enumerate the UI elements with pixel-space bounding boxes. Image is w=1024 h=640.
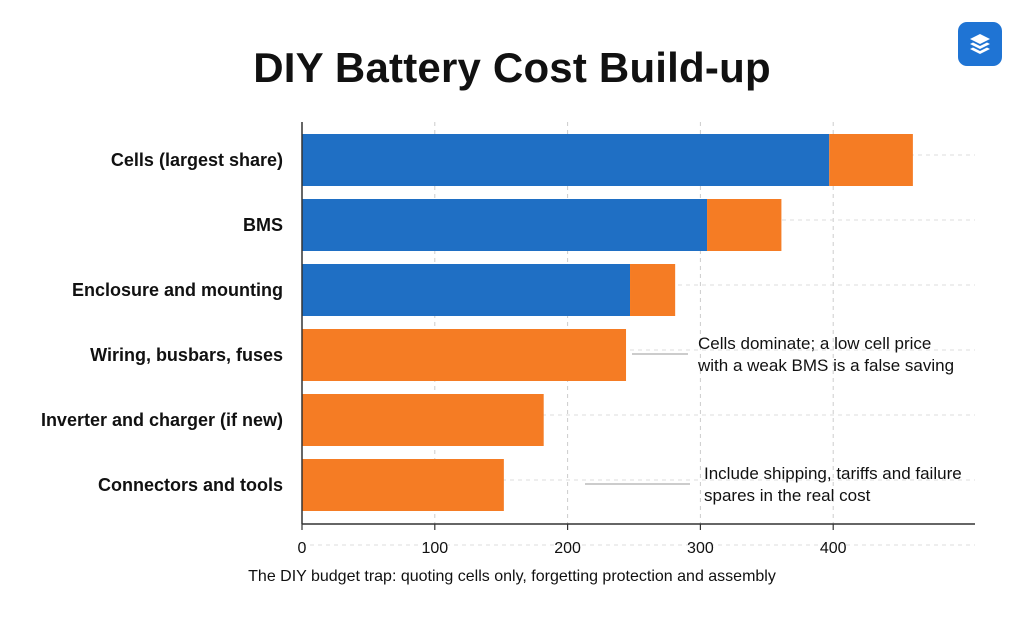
annotation-text: with a weak BMS is a false saving [697, 356, 954, 375]
annotation-text: Cells dominate; a low cell price [698, 334, 931, 353]
bar-segment [302, 134, 830, 186]
chart-title: DIY Battery Cost Build-up [253, 44, 771, 91]
bar-segment [707, 199, 782, 251]
chart-caption: The DIY budget trap: quoting cells only,… [248, 568, 776, 585]
bar-segment [302, 199, 708, 251]
logo-badge [958, 22, 1002, 66]
x-tick-label: 200 [554, 540, 581, 557]
bar-segment [630, 264, 676, 316]
bar-segment [302, 459, 504, 511]
category-label: Cells (largest share) [111, 150, 283, 170]
x-tick-label: 300 [687, 540, 714, 557]
category-label: Inverter and charger (if new) [41, 410, 283, 430]
x-tick-label: 100 [421, 540, 448, 557]
category-label: Enclosure and mounting [72, 280, 283, 300]
x-tick-label: 400 [820, 540, 847, 557]
x-tick-label: 0 [298, 540, 307, 557]
bar-segment [302, 394, 544, 446]
bar-segment [829, 134, 913, 186]
bar-segment [302, 329, 627, 381]
bar-segment [302, 264, 631, 316]
annotation-text: spares in the real cost [704, 486, 871, 505]
stacked-layers-icon [970, 34, 990, 54]
category-label: Wiring, busbars, fuses [90, 345, 283, 365]
category-label: Connectors and tools [98, 475, 283, 495]
category-label: BMS [243, 215, 283, 235]
annotation-text: Include shipping, tariffs and failure [704, 464, 962, 483]
